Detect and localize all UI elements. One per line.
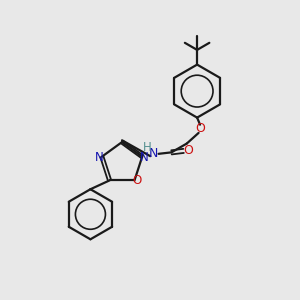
Text: N: N [149,147,158,160]
Text: H: H [142,141,151,154]
Text: O: O [133,175,142,188]
Text: N: N [95,151,104,164]
Text: N: N [140,151,149,164]
Text: O: O [195,122,205,135]
Text: O: O [183,144,193,158]
